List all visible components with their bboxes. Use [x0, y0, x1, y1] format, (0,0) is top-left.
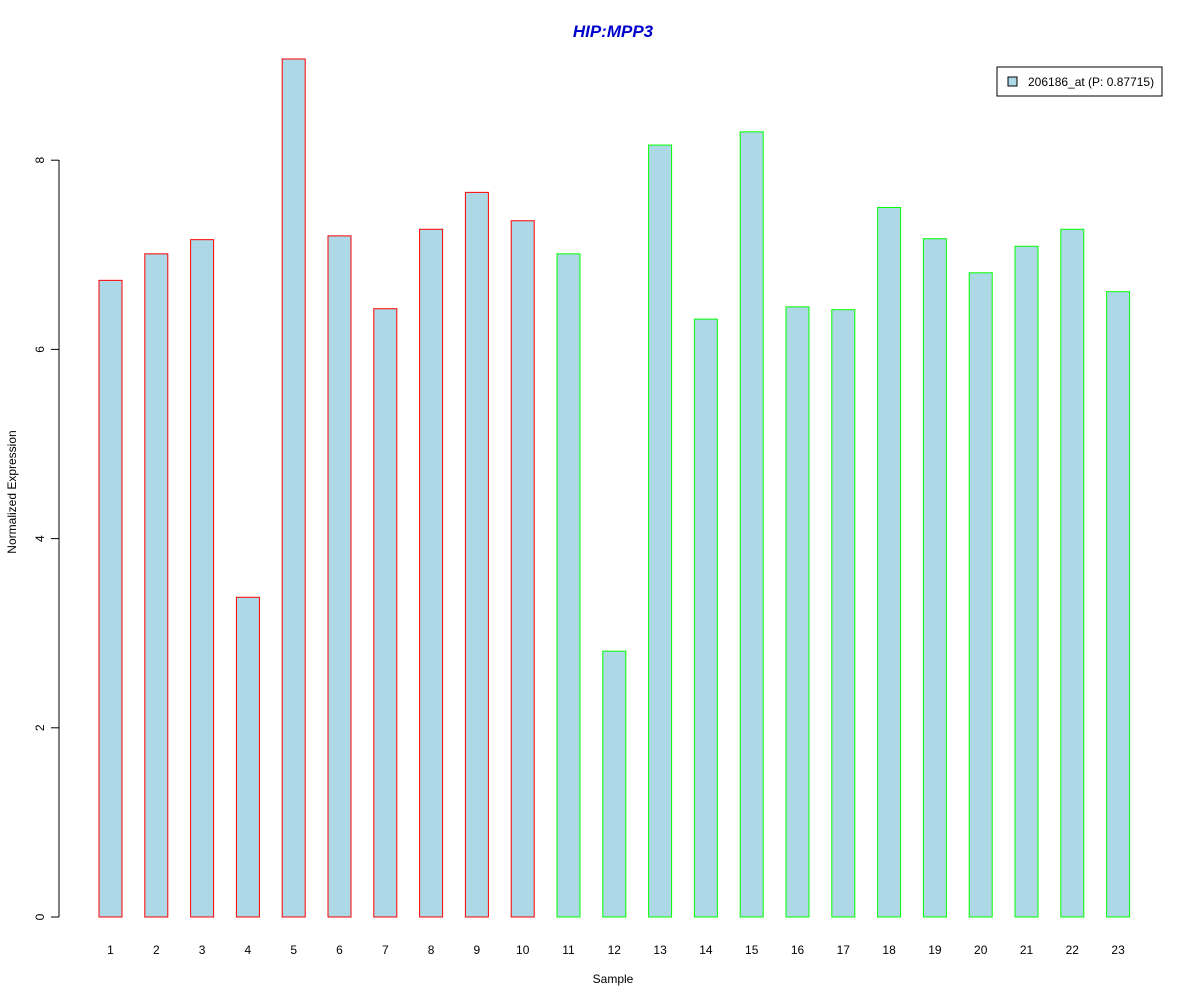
y-axis-label: Normalized Expression — [5, 430, 19, 553]
x-tick-label: 6 — [336, 943, 343, 957]
x-tick-label: 15 — [745, 943, 759, 957]
x-tick-label: 7 — [382, 943, 389, 957]
bar-sample-5 — [281, 58, 306, 918]
bar-sample-23 — [1106, 291, 1131, 918]
bar-sample-13 — [648, 144, 673, 918]
x-tick-label: 4 — [245, 943, 252, 957]
bar-sample-17 — [831, 309, 856, 918]
bar-sample-16 — [785, 306, 810, 918]
x-tick-label: 19 — [928, 943, 942, 957]
chart-title: HIP:MPP3 — [573, 22, 654, 41]
x-tick-label: 3 — [199, 943, 206, 957]
x-tick-label: 21 — [1020, 943, 1034, 957]
x-tick-label: 16 — [791, 943, 805, 957]
y-tick-label: 6 — [33, 346, 47, 353]
x-tick-label: 17 — [837, 943, 851, 957]
bar-sample-8 — [419, 228, 444, 918]
bar-sample-15 — [739, 131, 764, 918]
x-tick-label: 2 — [153, 943, 160, 957]
legend-label: 206186_at (P: 0.87715) — [1028, 75, 1154, 89]
y-tick-label: 4 — [33, 535, 47, 542]
bar-sample-18 — [877, 207, 902, 918]
x-tick-label: 23 — [1111, 943, 1125, 957]
x-tick-label: 12 — [608, 943, 622, 957]
x-tick-label: 14 — [699, 943, 713, 957]
y-tick-label: 0 — [33, 913, 47, 920]
y-axis: 0 2 4 6 8 — [33, 157, 60, 920]
bar-sample-6 — [327, 235, 352, 918]
bar-sample-2 — [144, 253, 169, 918]
bar-sample-9 — [464, 191, 489, 918]
x-tick-label: 11 — [562, 943, 575, 957]
legend-box — [996, 66, 1163, 97]
y-tick-label: 2 — [33, 724, 47, 731]
bar-sample-7 — [373, 308, 398, 918]
x-tick-label: 13 — [653, 943, 667, 957]
bar-sample-3 — [190, 239, 215, 918]
x-axis-label: Sample — [593, 972, 634, 986]
bar-sample-14 — [693, 318, 718, 918]
bar-sample-4 — [235, 596, 260, 918]
bar-sample-1 — [98, 279, 123, 918]
x-tick-label: 8 — [428, 943, 435, 957]
legend: 206186_at (P: 0.87715) — [996, 66, 1163, 97]
x-tick-labels: 1 2 3 4 5 6 7 8 9 10 11 12 13 14 15 16 17 18 19 20 21 22 23 — [107, 943, 1125, 957]
x-tick-label: 20 — [974, 943, 988, 957]
bar-sample-20 — [968, 272, 993, 918]
bar-sample-10 — [510, 220, 535, 918]
bar-sample-12 — [602, 650, 627, 918]
legend-swatch — [1007, 76, 1018, 87]
x-tick-label: 18 — [882, 943, 896, 957]
bars — [98, 58, 1131, 918]
x-tick-label: 10 — [516, 943, 530, 957]
bar-sample-22 — [1060, 228, 1085, 918]
x-tick-label: 9 — [474, 943, 481, 957]
y-tick-label: 8 — [33, 157, 47, 164]
bar-sample-21 — [1014, 245, 1039, 918]
bar-sample-19 — [922, 238, 947, 918]
x-tick-label: 5 — [290, 943, 297, 957]
x-tick-label: 22 — [1066, 943, 1080, 957]
bar-sample-11 — [556, 253, 581, 918]
x-tick-label: 1 — [107, 943, 114, 957]
